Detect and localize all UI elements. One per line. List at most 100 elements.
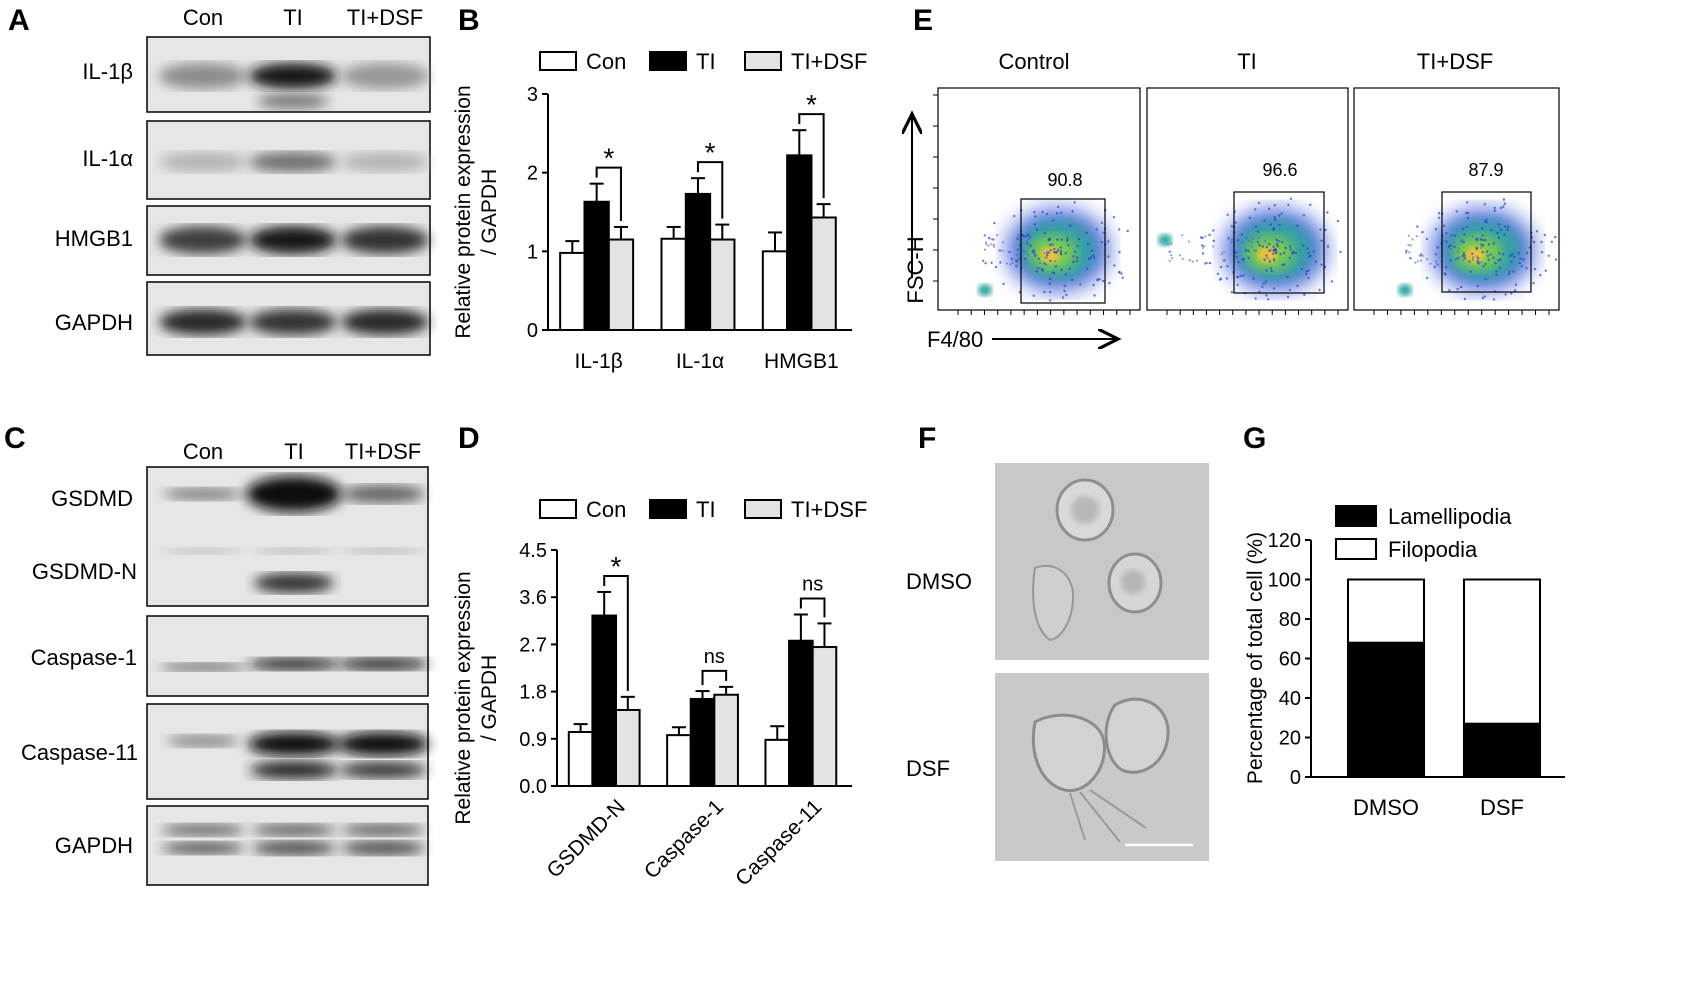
- event-dot: [1296, 224, 1299, 227]
- event-dot: [1244, 248, 1247, 251]
- event-dot: [1465, 225, 1469, 228]
- significance-bracket: [701, 669, 728, 686]
- event-dot: [1191, 260, 1194, 263]
- event-dot: [1458, 256, 1461, 259]
- x-tick-label: HMGB1: [764, 350, 839, 373]
- event-dot: [1208, 261, 1212, 265]
- event-dot: [1212, 239, 1216, 243]
- event-dot: [1528, 246, 1531, 249]
- event-dot: [1471, 235, 1474, 238]
- event-dot: [1460, 238, 1463, 241]
- blot-band: [339, 762, 427, 778]
- y-tick-label: 1: [527, 241, 538, 263]
- event-dot: [1291, 250, 1295, 253]
- event-dot: [1068, 267, 1071, 270]
- bar: [583, 200, 610, 331]
- event-dot: [1408, 251, 1411, 254]
- event-dot: [1216, 272, 1220, 276]
- event-dot: [1466, 216, 1470, 220]
- blot-band: [159, 226, 247, 254]
- blot-band: [250, 761, 338, 779]
- event-dot: [1485, 250, 1489, 253]
- event-dot: [1118, 251, 1121, 254]
- y-axis-label: / GAPDH: [478, 169, 501, 255]
- event-dot: [1102, 279, 1105, 283]
- event-dot: [1460, 285, 1463, 289]
- event-dot: [1286, 275, 1289, 279]
- event-dot: [1480, 246, 1483, 249]
- event-dot: [1533, 267, 1537, 271]
- event-dot: [1087, 257, 1091, 261]
- event-dot: [1072, 260, 1075, 264]
- event-dot: [1178, 254, 1181, 257]
- event-dot: [1112, 216, 1116, 219]
- blot-band: [249, 309, 337, 335]
- event-dot: [1041, 210, 1044, 214]
- event-dot: [1504, 225, 1507, 228]
- event-dot: [1442, 224, 1446, 227]
- event-dot: [1261, 245, 1265, 248]
- event-dot: [1475, 255, 1478, 258]
- blot-band: [341, 485, 425, 503]
- event-dot: [1499, 206, 1503, 210]
- blot-band: [248, 658, 340, 670]
- event-dot: [1512, 270, 1515, 273]
- event-dot: [1477, 257, 1480, 260]
- event-dot: [1256, 230, 1260, 233]
- event-dot: [1053, 247, 1056, 251]
- bar: [761, 250, 789, 331]
- x-tick-label: IL-1β: [575, 350, 623, 373]
- event-dot: [1086, 267, 1089, 271]
- y-tick-label: 0.0: [519, 776, 547, 798]
- event-dot: [1272, 228, 1275, 231]
- blot-band: [254, 573, 334, 593]
- y-tick-label: 3: [527, 84, 538, 106]
- event-dot: [1463, 233, 1466, 236]
- event-dot: [1033, 255, 1036, 258]
- event-dot: [1453, 234, 1457, 237]
- event-dot: [1065, 293, 1068, 297]
- event-dot: [1032, 294, 1035, 297]
- event-dot: [1254, 208, 1257, 211]
- legend-label: Filopodia: [1388, 537, 1478, 562]
- event-dot: [1247, 249, 1250, 253]
- panel-f: F DMSO DSF: [906, 422, 1209, 861]
- event-dot: [1048, 244, 1051, 247]
- event-dot: [1265, 246, 1269, 249]
- event-dot: [1268, 260, 1272, 263]
- event-dot: [1291, 252, 1294, 255]
- density-cloud: [1158, 234, 1172, 246]
- event-dot: [1250, 240, 1253, 243]
- event-dot: [1270, 248, 1273, 251]
- bar: [713, 693, 739, 787]
- blot-row-label: IL-1α: [82, 146, 133, 171]
- event-dot: [1498, 252, 1501, 255]
- blot-band: [341, 824, 425, 836]
- event-dot: [1476, 284, 1480, 288]
- event-dot: [1268, 207, 1271, 210]
- event-dot: [1043, 252, 1046, 255]
- event-dot: [1320, 263, 1323, 266]
- event-dot: [1507, 225, 1510, 228]
- event-dot: [1027, 234, 1030, 237]
- event-dot: [1248, 239, 1251, 242]
- significance-label: *: [603, 143, 614, 174]
- event-dot: [1405, 251, 1408, 254]
- event-dot: [1284, 246, 1287, 250]
- event-dot: [1230, 238, 1233, 241]
- event-dot: [1230, 291, 1234, 294]
- density-cloud: [1398, 284, 1412, 296]
- event-dot: [1090, 249, 1094, 253]
- event-dot: [1482, 264, 1485, 268]
- event-dot: [1269, 267, 1273, 270]
- event-dot: [1255, 249, 1258, 253]
- event-dot: [1426, 276, 1429, 280]
- event-dot: [1309, 203, 1312, 206]
- event-dot: [1100, 241, 1104, 244]
- bar: [559, 251, 586, 331]
- lane-label: TI: [283, 5, 303, 30]
- event-dot: [1089, 256, 1093, 259]
- event-dot: [1218, 278, 1222, 281]
- event-dot: [994, 265, 998, 269]
